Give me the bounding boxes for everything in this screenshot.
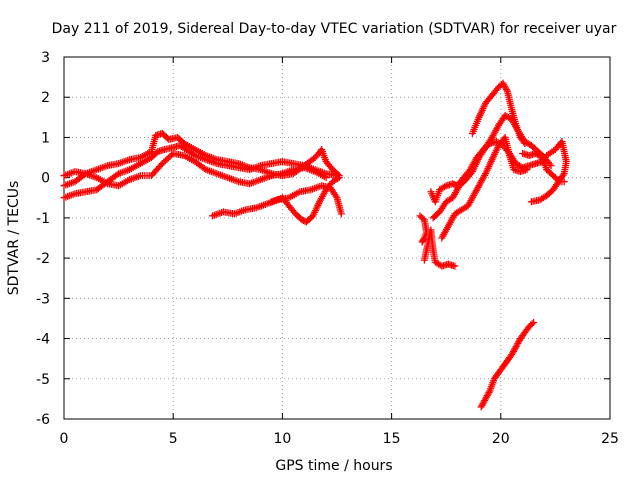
data-point: [543, 152, 551, 160]
data-point: [530, 318, 538, 326]
y-tick-label: 1: [41, 130, 50, 146]
data-point: [523, 166, 531, 174]
x-axis-label: GPS time / hours: [275, 458, 392, 474]
y-axis-label: SDTVAR / TECUs: [6, 181, 22, 296]
y-tick-label: 2: [41, 90, 50, 106]
y-tick-label: -4: [36, 332, 50, 348]
x-tick-label: 5: [169, 431, 178, 447]
data-point: [441, 183, 449, 191]
y-tick-label: 3: [41, 50, 50, 66]
data-point: [337, 210, 345, 218]
data-point: [335, 174, 343, 182]
y-tick-label: -1: [36, 211, 50, 227]
data-point: [418, 238, 426, 246]
axis-ticks: [63, 56, 611, 420]
x-tick-label: 15: [383, 431, 401, 447]
x-tick-label: 25: [601, 431, 619, 447]
x-tick-label: 20: [492, 431, 510, 447]
y-tick-label: -3: [36, 291, 50, 307]
y-tick-label: -2: [36, 251, 50, 267]
x-tick-label: 0: [60, 431, 69, 447]
y-tick-label: 0: [41, 171, 50, 187]
x-tick-label: 10: [273, 431, 291, 447]
y-tick-label: -6: [36, 412, 50, 428]
data-point: [419, 237, 427, 245]
data-point: [451, 262, 459, 270]
data-point: [332, 192, 340, 200]
data-point: [521, 139, 529, 147]
data-point: [528, 320, 536, 328]
data-point: [502, 86, 510, 94]
data-point: [322, 174, 330, 182]
chart-title: Day 211 of 2019, Sidereal Day-to-day VTE…: [52, 21, 617, 37]
data-point: [334, 175, 342, 183]
data-point: [485, 388, 493, 396]
data-point: [559, 171, 567, 179]
data-point: [168, 151, 176, 159]
y-tick-label: -5: [36, 372, 50, 388]
plot-frame: [63, 56, 611, 420]
data-point: [520, 138, 528, 146]
data-points: [60, 79, 570, 411]
